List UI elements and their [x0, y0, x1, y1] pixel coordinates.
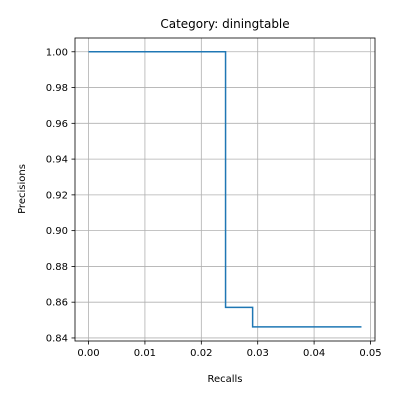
y-tick-label: 0.96	[46, 119, 68, 130]
x-tick-label: 0.03	[247, 348, 269, 359]
x-tick-label: 0.01	[134, 348, 156, 359]
y-axis-label: Precisions	[17, 164, 28, 214]
y-tick-label: 0.98	[46, 83, 68, 94]
y-tick-label: 0.90	[46, 226, 68, 237]
y-tick-label: 0.92	[46, 190, 68, 201]
y-axis-ticks: 0.84 0.86 0.88 0.90 0.92 0.94 0.96 0.98 1.00	[46, 47, 75, 344]
x-axis-label: Recalls	[207, 374, 242, 385]
plot-area	[88, 51, 362, 328]
y-tick-label: 1.00	[46, 47, 68, 58]
chart-title: Category: diningtable	[160, 17, 289, 31]
y-tick-label: 0.86	[46, 298, 68, 309]
x-tick-label: 0.04	[303, 348, 325, 359]
y-tick-label: 0.94	[46, 155, 68, 166]
precision-recall-line	[88, 51, 362, 328]
y-tick-label: 0.88	[46, 262, 68, 273]
x-tick-label: 0.00	[77, 348, 99, 359]
x-tick-label: 0.02	[190, 348, 212, 359]
y-tick-label: 0.84	[46, 333, 68, 344]
x-axis-ticks: 0.00 0.01 0.02 0.03 0.04 0.05	[77, 341, 382, 359]
axes-frame	[74, 37, 376, 342]
x-tick-label: 0.05	[359, 348, 381, 359]
